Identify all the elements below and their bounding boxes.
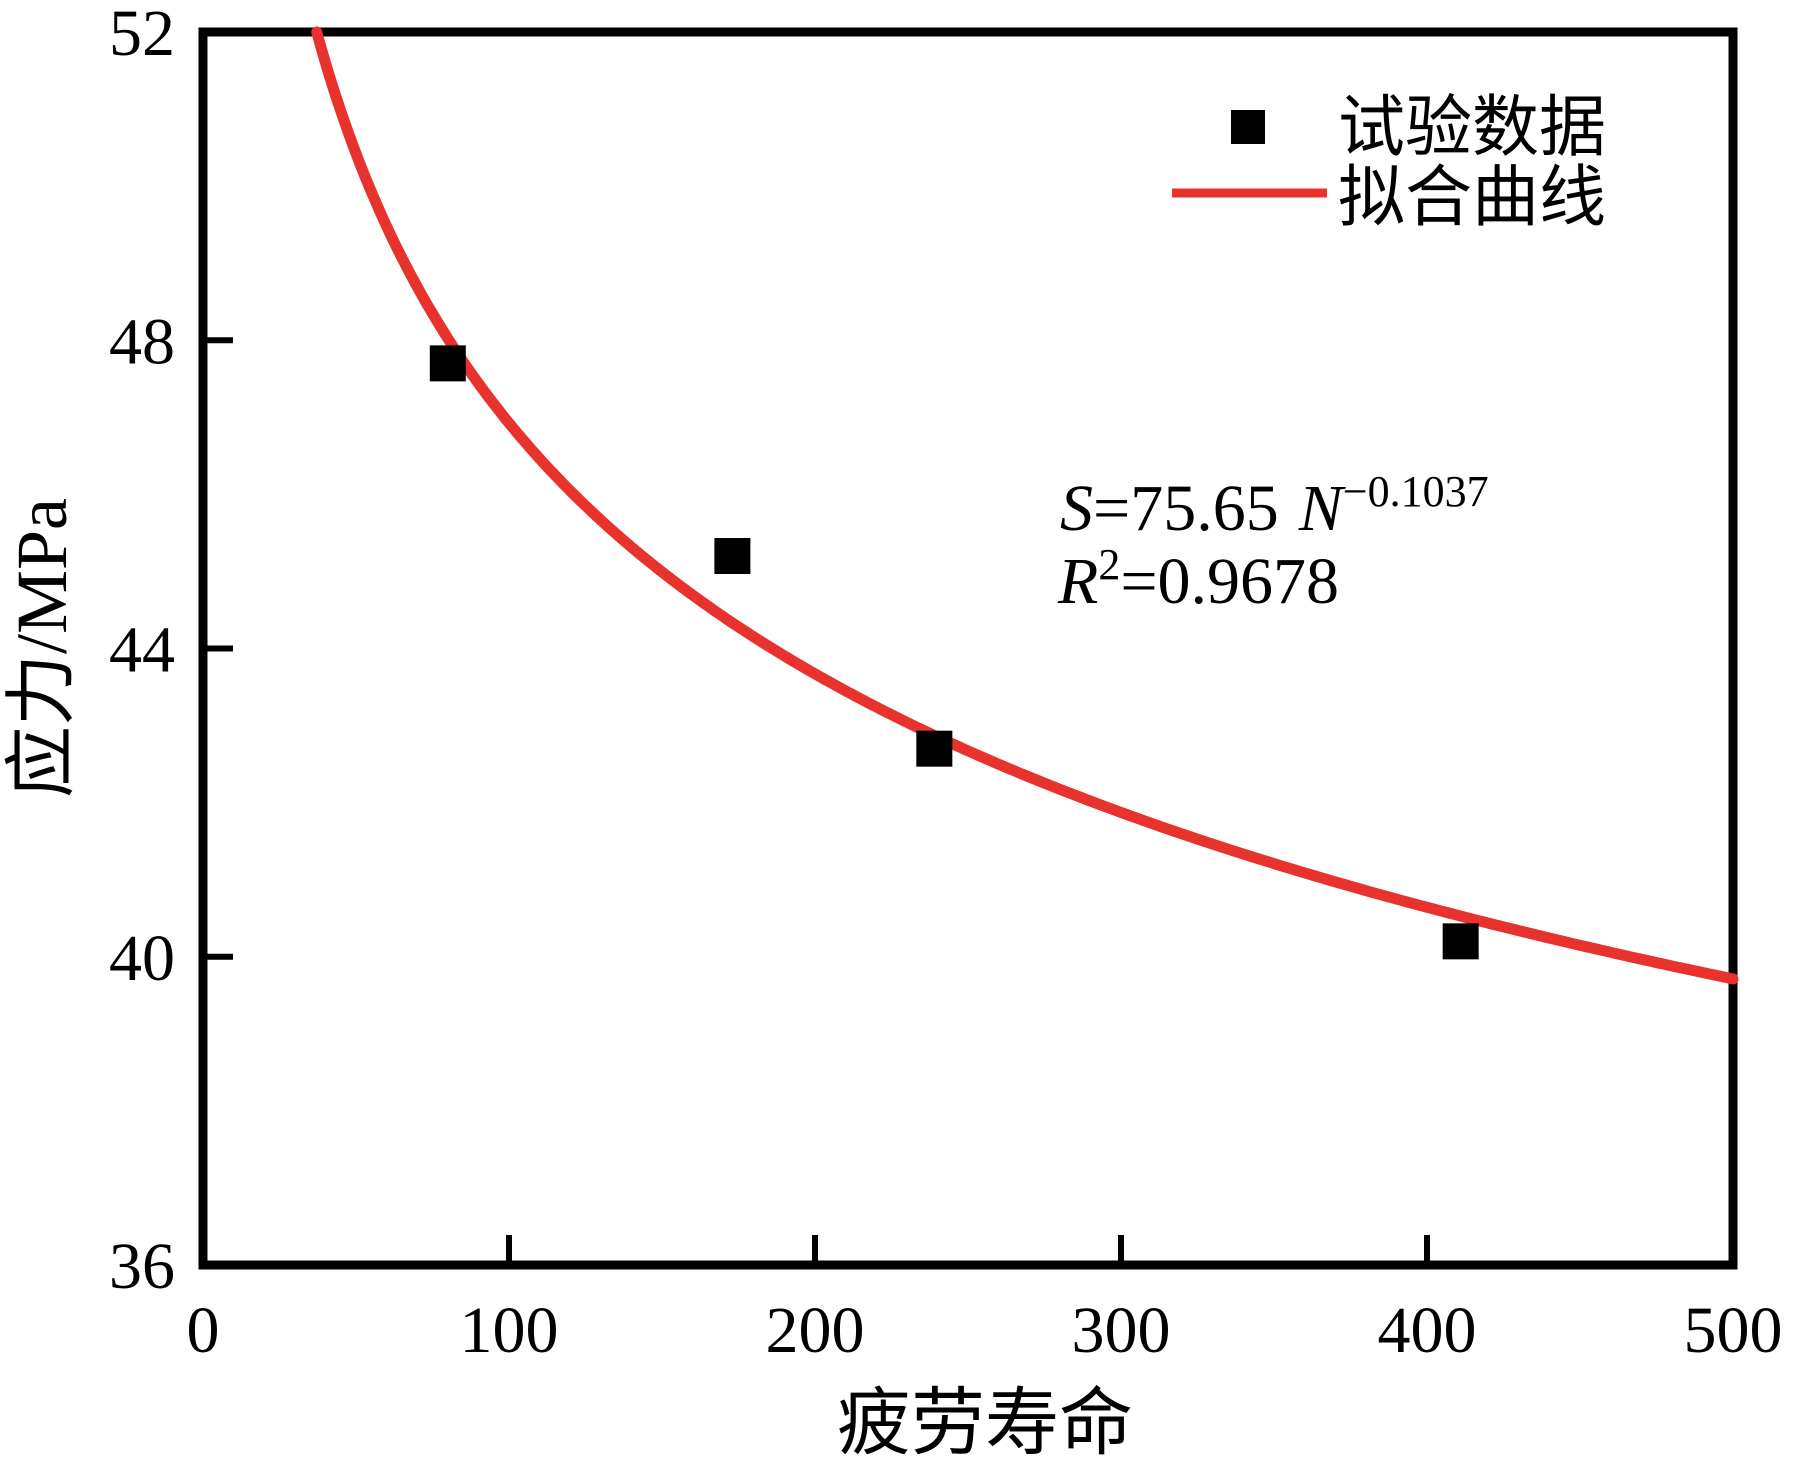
data-point-marker xyxy=(429,345,466,382)
x-axis-tick-labels: 0 100 200 300 400 500 xyxy=(187,1294,1783,1367)
x-tick-label: 0 xyxy=(187,1294,220,1367)
x-tick-label: 200 xyxy=(766,1294,865,1367)
x-tick-label: 300 xyxy=(1072,1294,1171,1367)
x-axis-ticks xyxy=(506,1235,1430,1261)
r-squared-sup: 2 xyxy=(1098,540,1120,589)
y-tick-label: 40 xyxy=(109,922,175,995)
y-axis-ticks xyxy=(207,337,233,960)
legend-label-test-data: 试验数据 xyxy=(1338,91,1606,165)
data-point-marker xyxy=(916,730,953,767)
x-axis-title: 疲劳寿命 xyxy=(837,1383,1133,1462)
r-squared-value: =0.9678 xyxy=(1120,545,1339,618)
y-tick-label: 44 xyxy=(109,614,175,687)
data-point-markers xyxy=(429,345,1479,960)
legend-label-fit-curve: 拟合曲线 xyxy=(1338,161,1606,235)
x-tick-label: 500 xyxy=(1684,1294,1783,1367)
y-tick-label: 36 xyxy=(109,1230,175,1303)
equation-var-n: N xyxy=(1298,472,1347,545)
data-point-marker xyxy=(1442,923,1479,960)
fit-equation-annotation: S=75.65 N−0.1037 R2=0.9678 xyxy=(1057,467,1489,618)
y-axis-title: 应力/MPa xyxy=(2,498,82,798)
x-tick-label: 100 xyxy=(460,1294,559,1367)
equation-line: S=75.65 N−0.1037 xyxy=(1060,467,1489,545)
equation-exponent: −0.1037 xyxy=(1343,467,1489,516)
r-squared-line: R2=0.9678 xyxy=(1057,540,1339,618)
equation-var-s: S xyxy=(1060,472,1093,545)
r-squared-var: R xyxy=(1057,545,1098,618)
plot-area-border xyxy=(198,27,1738,1270)
equation-coefficient: =75.65 xyxy=(1093,472,1279,545)
x-tick-label: 400 xyxy=(1378,1294,1477,1367)
y-axis-tick-labels: 36 40 44 48 52 xyxy=(109,0,175,1303)
y-tick-label: 48 xyxy=(109,305,175,378)
y-tick-label: 52 xyxy=(109,0,175,70)
legend-square-marker-icon xyxy=(1231,110,1265,144)
legend: 试验数据 拟合曲线 xyxy=(1172,91,1606,235)
fitted-curve-line xyxy=(311,26,1739,985)
data-point-marker xyxy=(714,538,751,575)
